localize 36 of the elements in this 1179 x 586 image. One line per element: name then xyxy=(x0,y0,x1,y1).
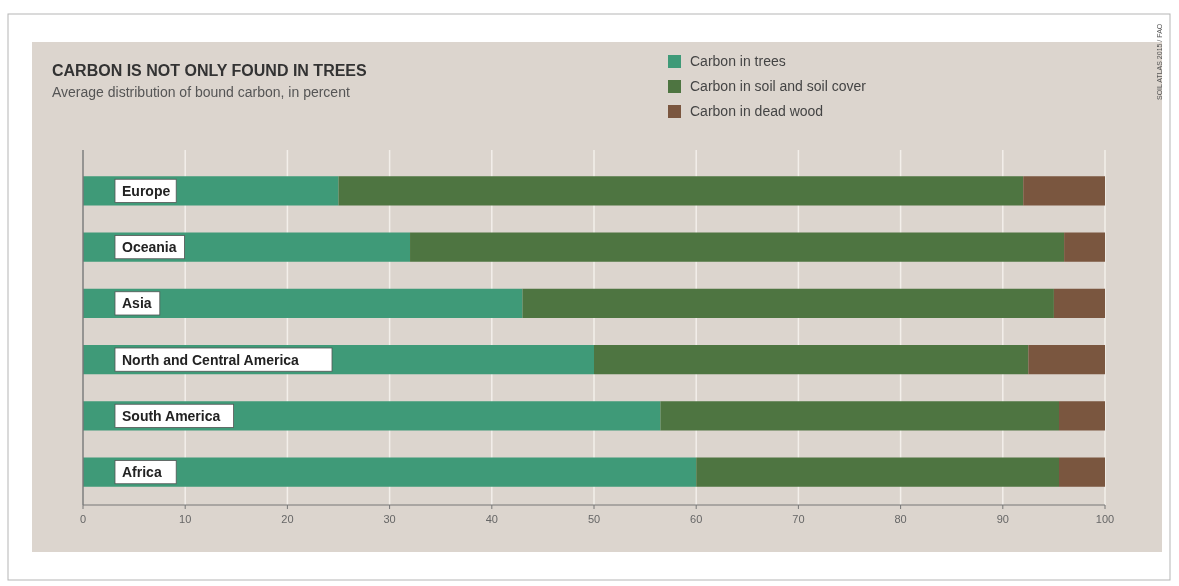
bar xyxy=(83,288,523,318)
bar xyxy=(696,457,1060,487)
bar xyxy=(522,288,1054,318)
legend-label: Carbon in soil and soil cover xyxy=(690,78,867,94)
legend-label: Carbon in trees xyxy=(690,53,786,69)
x-tick-label: 100 xyxy=(1095,513,1115,525)
x-tick-label: 20 xyxy=(281,513,294,525)
y-tick-label: Asia xyxy=(122,295,152,312)
x-tick-label: 40 xyxy=(485,513,498,525)
x-tick-label: 10 xyxy=(179,513,192,525)
chart-subtitle: Average distribution of bound carbon, in percent xyxy=(52,84,350,100)
x-tick-label: 90 xyxy=(996,513,1009,525)
bar xyxy=(594,345,1029,375)
x-tick-label: 60 xyxy=(690,513,703,525)
legend-label: Carbon in dead wood xyxy=(690,103,824,119)
bar xyxy=(83,457,697,487)
bar xyxy=(1023,176,1105,206)
y-tick-label: North and Central America xyxy=(122,351,300,368)
bar xyxy=(1028,345,1105,375)
bar xyxy=(410,232,1065,262)
y-tick-label: Oceania xyxy=(122,239,177,256)
x-tick-label: 70 xyxy=(792,513,805,525)
bar xyxy=(660,401,1060,431)
x-tick-label: 0 xyxy=(79,513,87,525)
bar xyxy=(1053,288,1105,318)
y-tick-label: Europe xyxy=(122,182,171,199)
bar xyxy=(338,176,1024,206)
bar xyxy=(1059,401,1105,431)
y-tick-label: South America xyxy=(122,407,221,424)
bar xyxy=(1059,457,1105,487)
x-tick-label: 30 xyxy=(383,513,396,525)
chart-title: CARBON IS NOT ONLY FOUND IN TREES xyxy=(52,62,368,79)
x-tick-label: 50 xyxy=(587,513,601,525)
x-tick-label: 80 xyxy=(894,513,907,525)
y-tick-label: Africa xyxy=(122,464,162,481)
bar xyxy=(1064,232,1105,262)
